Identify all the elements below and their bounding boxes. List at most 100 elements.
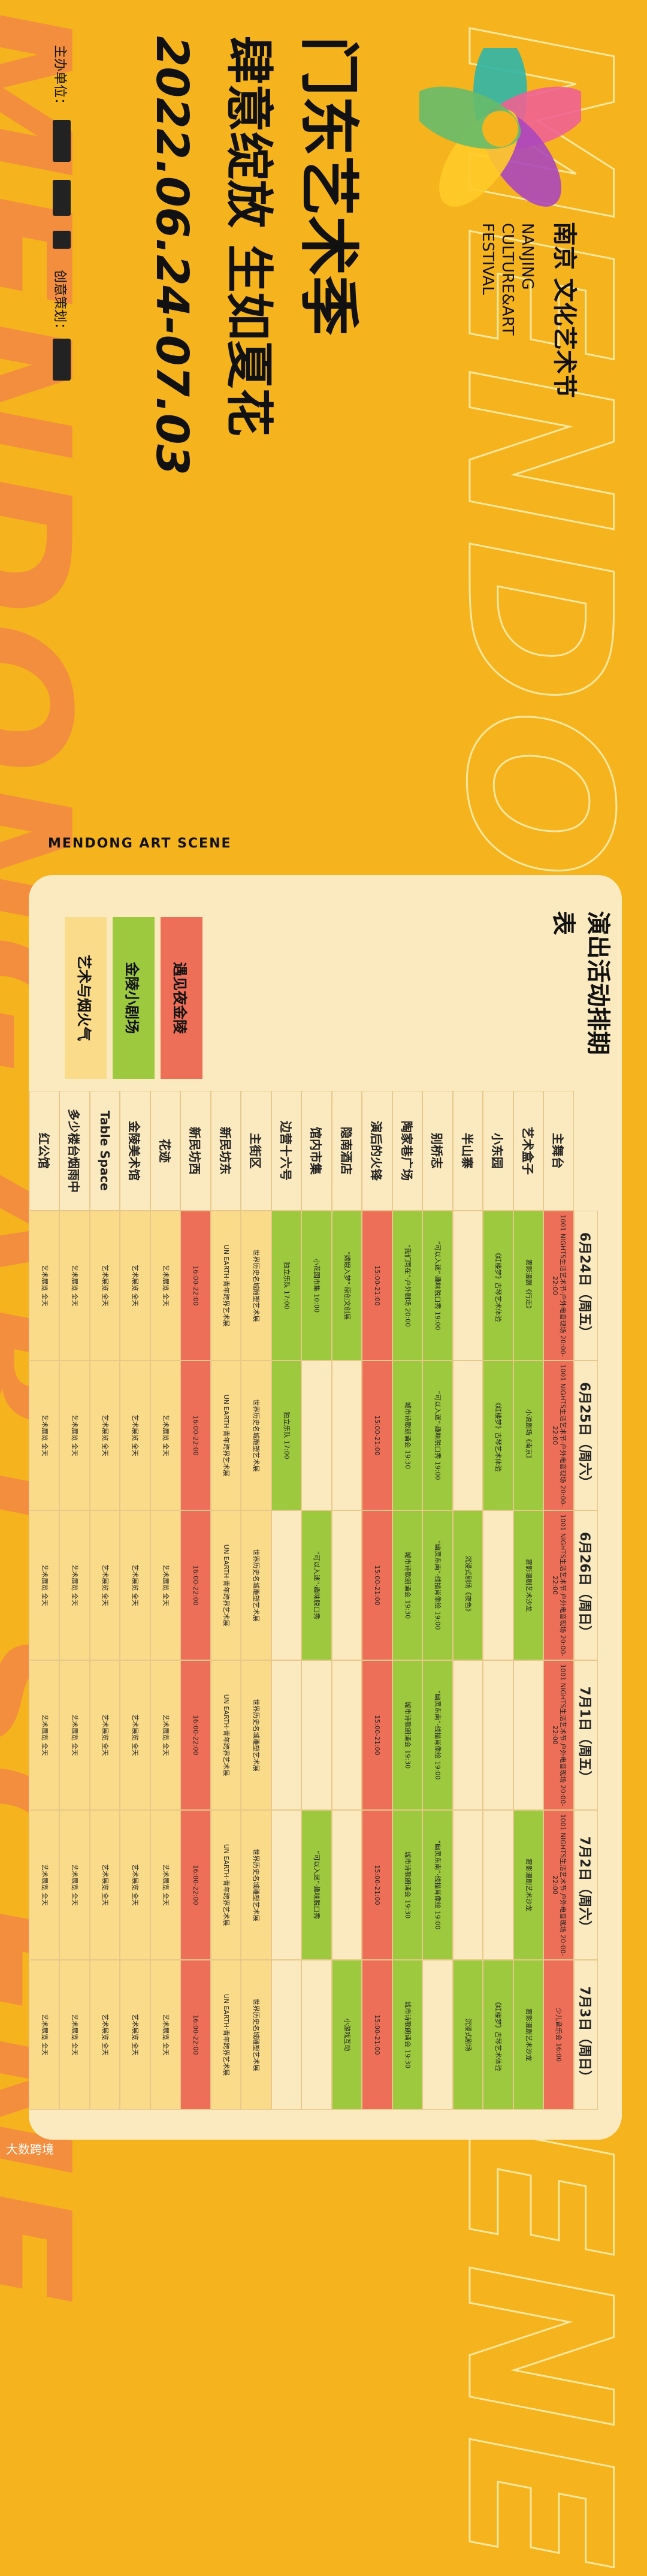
festival-name-en-1: NANJING: [518, 223, 536, 290]
day-header: 6月26日（周日）: [574, 1510, 598, 1660]
schedule-cell: 少儿音乐会 16:00: [543, 1960, 574, 2110]
schedule-cell: 艺术展览 全天: [120, 1660, 150, 1810]
schedule-cell: 艺术展览 全天: [29, 1211, 60, 1361]
schedule-cell: 雾影漫剧艺术沙龙: [513, 1810, 544, 1960]
category-label: 艺术与烟火气: [65, 917, 107, 1079]
schedule-cell: UN EARTH·青年跨界艺术展: [211, 1361, 241, 1510]
venue-label: 半山寨: [453, 1091, 483, 1211]
day-header: 7月1日（周五）: [574, 1660, 598, 1810]
venue-label: Table Space: [90, 1091, 120, 1211]
schedule-cell: 艺术展览 全天: [150, 1960, 181, 2110]
schedule-cell: “幽灵东南”·线描肖像绘 19:00: [422, 1660, 453, 1810]
schedule-cell: 艺术展览 全天: [90, 1211, 120, 1361]
venue-label: 新民坊东: [211, 1091, 241, 1211]
schedule-cell: 艺术展览 全天: [120, 1810, 150, 1960]
day-header: 6月25日（周六）: [574, 1361, 598, 1510]
schedule-cell: 城市诗歌朗诵会 19:30: [392, 1510, 423, 1660]
festival-name-en-3: FESTIVAL: [479, 223, 497, 295]
schedule-cell: 沉浸式剧场《夜色》: [453, 1510, 483, 1660]
schedule-cell: “可以入迷”·趣味脱口秀 19:00: [422, 1211, 453, 1361]
schedule-cell: 15:00-21:00: [362, 1211, 392, 1361]
watermark: 大数跨境: [6, 2142, 54, 2156]
schedule-cell: 15:00-21:00: [362, 1960, 392, 2110]
schedule-cell: 世界历史名城雕塑艺术展: [241, 1361, 271, 1510]
schedule-cell: [483, 1810, 513, 1960]
schedule-cell: 艺术展览 全天: [59, 1810, 90, 1960]
schedule-cell: 1001 NIGHTS生活艺术节·户外电音现场 20:00-22:00: [543, 1361, 574, 1510]
festival-logo: [411, 36, 589, 210]
schedule-cell: 雾影漫剧艺术沙龙: [513, 1510, 544, 1660]
schedule-cell: [483, 1660, 513, 1810]
schedule-cell: 艺术展览 全天: [150, 1810, 181, 1960]
schedule-cell: 15:00-21:00: [362, 1361, 392, 1510]
schedule-cell: 艺术展览 全天: [90, 1660, 120, 1810]
schedule-cell: 1001 NIGHTS生活艺术节·户外电音现场 20:00-22:00: [543, 1510, 574, 1660]
organizer-logo-3: [53, 231, 71, 249]
venue-label: 小东园: [483, 1091, 513, 1211]
day-header: 6月24日（周五）: [574, 1211, 598, 1361]
schedule-cell: 世界历史名城雕塑艺术展: [241, 1211, 271, 1361]
schedule-cell: 艺术展览 全天: [29, 1660, 60, 1810]
schedule-cell: “我们同在”·户外剧场 20:00: [392, 1211, 423, 1361]
schedule-cell: UN EARTH·青年跨界艺术展: [211, 1960, 241, 2110]
venue-label: 边营十六号: [271, 1091, 302, 1211]
schedule-cell: 16:00-22:00: [180, 1211, 211, 1361]
schedule-cell: 1001 NIGHTS生活艺术节·户外电音现场 20:00-22:00: [543, 1810, 574, 1960]
schedule-cell: 艺术展览 全天: [150, 1211, 181, 1361]
schedule-cell: [271, 1510, 302, 1660]
schedule-cell: [301, 1660, 332, 1810]
scene-label: MENDONG ART SCENE: [48, 836, 232, 851]
schedule-cell: 雾影漫剧《行走》: [513, 1211, 544, 1361]
schedule-cell: 艺术展览 全天: [29, 1361, 60, 1510]
schedule-cell: 艺术展览 全天: [59, 1660, 90, 1810]
schedule-cell: 艺术展览 全天: [150, 1361, 181, 1510]
creative-label: 创意策划：: [52, 270, 67, 336]
schedule-cell: 1001 NIGHTS生活艺术节·户外电音现场 20:00-22:00: [543, 1211, 574, 1361]
festival-name-en-2: CULTURE&ART: [498, 223, 516, 336]
venue-label: 艺术盒子: [513, 1091, 544, 1211]
schedule-cell: [271, 1660, 302, 1810]
schedule-cell: 艺术展览 全天: [150, 1660, 181, 1810]
schedule-cell: 独立乐队 17:00: [271, 1211, 302, 1361]
schedule-cell: 城市诗歌朗诵会 19:30: [392, 1810, 423, 1960]
schedule-cell: [422, 1960, 453, 2110]
schedule-cell: 15:00-21:00: [362, 1810, 392, 1960]
schedule-cell: 世界历史名城雕塑艺术展: [241, 1660, 271, 1810]
schedule-cell: “嫦娥入梦”·原创文创展: [332, 1211, 362, 1361]
venue-label: 演后的火锋: [362, 1091, 392, 1211]
schedule-cell: 艺术展览 全天: [59, 1510, 90, 1660]
schedule-cell: 世界历史名城雕塑艺术展: [241, 1510, 271, 1660]
schedule-cell: 小说剧场《南京》: [513, 1361, 544, 1510]
schedule-cell: 16:00-22:00: [180, 1660, 211, 1810]
schedule-cell: [453, 1660, 483, 1810]
schedule-cell: 艺术展览 全天: [150, 1510, 181, 1660]
schedule-cell: 艺术展览 全天: [29, 1510, 60, 1660]
schedule-cell: [271, 1810, 302, 1960]
schedule-cell: [453, 1361, 483, 1510]
schedule-cell: 16:00-22:00: [180, 1510, 211, 1660]
schedule-table: 演出活动排期表 遇见夜金陵 金陵小剧场 艺术与烟火气 6月24日（周五） 6月25日（周六…: [29, 875, 622, 2140]
schedule-cell: “可以入迷”·趣味脱口秀: [301, 1510, 332, 1660]
venue-label: 金陵美术馆: [120, 1091, 150, 1211]
organizer-logo-2: [53, 180, 71, 216]
schedule-cell: 艺术展览 全天: [59, 1211, 90, 1361]
schedule-cell: [332, 1660, 362, 1810]
venue-label: 陶家巷广场: [392, 1091, 423, 1211]
schedule-cell: 15:00-21:00: [362, 1660, 392, 1810]
schedule-cell: 艺术展览 全天: [120, 1510, 150, 1660]
schedule-cell: 世界历史名城雕塑艺术展: [241, 1810, 271, 1960]
schedule-cell: 艺术展览 全天: [120, 1211, 150, 1361]
schedule-cell: UN EARTH·青年跨界艺术展: [211, 1810, 241, 1960]
schedule-cell: “可以入迷”·趣味脱口秀: [301, 1810, 332, 1960]
day-header: 7月2日（周六）: [574, 1810, 598, 1960]
schedule-cell: 《红楼梦》古琴艺术体验: [483, 1361, 513, 1510]
creative-logo: [53, 339, 71, 381]
schedule-cell: [513, 1660, 544, 1810]
festival-name-cn: 南京 文化艺术节: [551, 222, 578, 398]
schedule-cell: 世界历史名城雕塑艺术展: [241, 1960, 271, 2110]
schedule-cell: [453, 1810, 483, 1960]
schedule-cell: 16:00-22:00: [180, 1810, 211, 1960]
page-subtitle: 肆意绽放 生如夏花: [221, 36, 277, 436]
schedule-cell: 艺术展览 全天: [29, 1960, 60, 2110]
schedule-cell: 艺术展览 全天: [90, 1510, 120, 1660]
